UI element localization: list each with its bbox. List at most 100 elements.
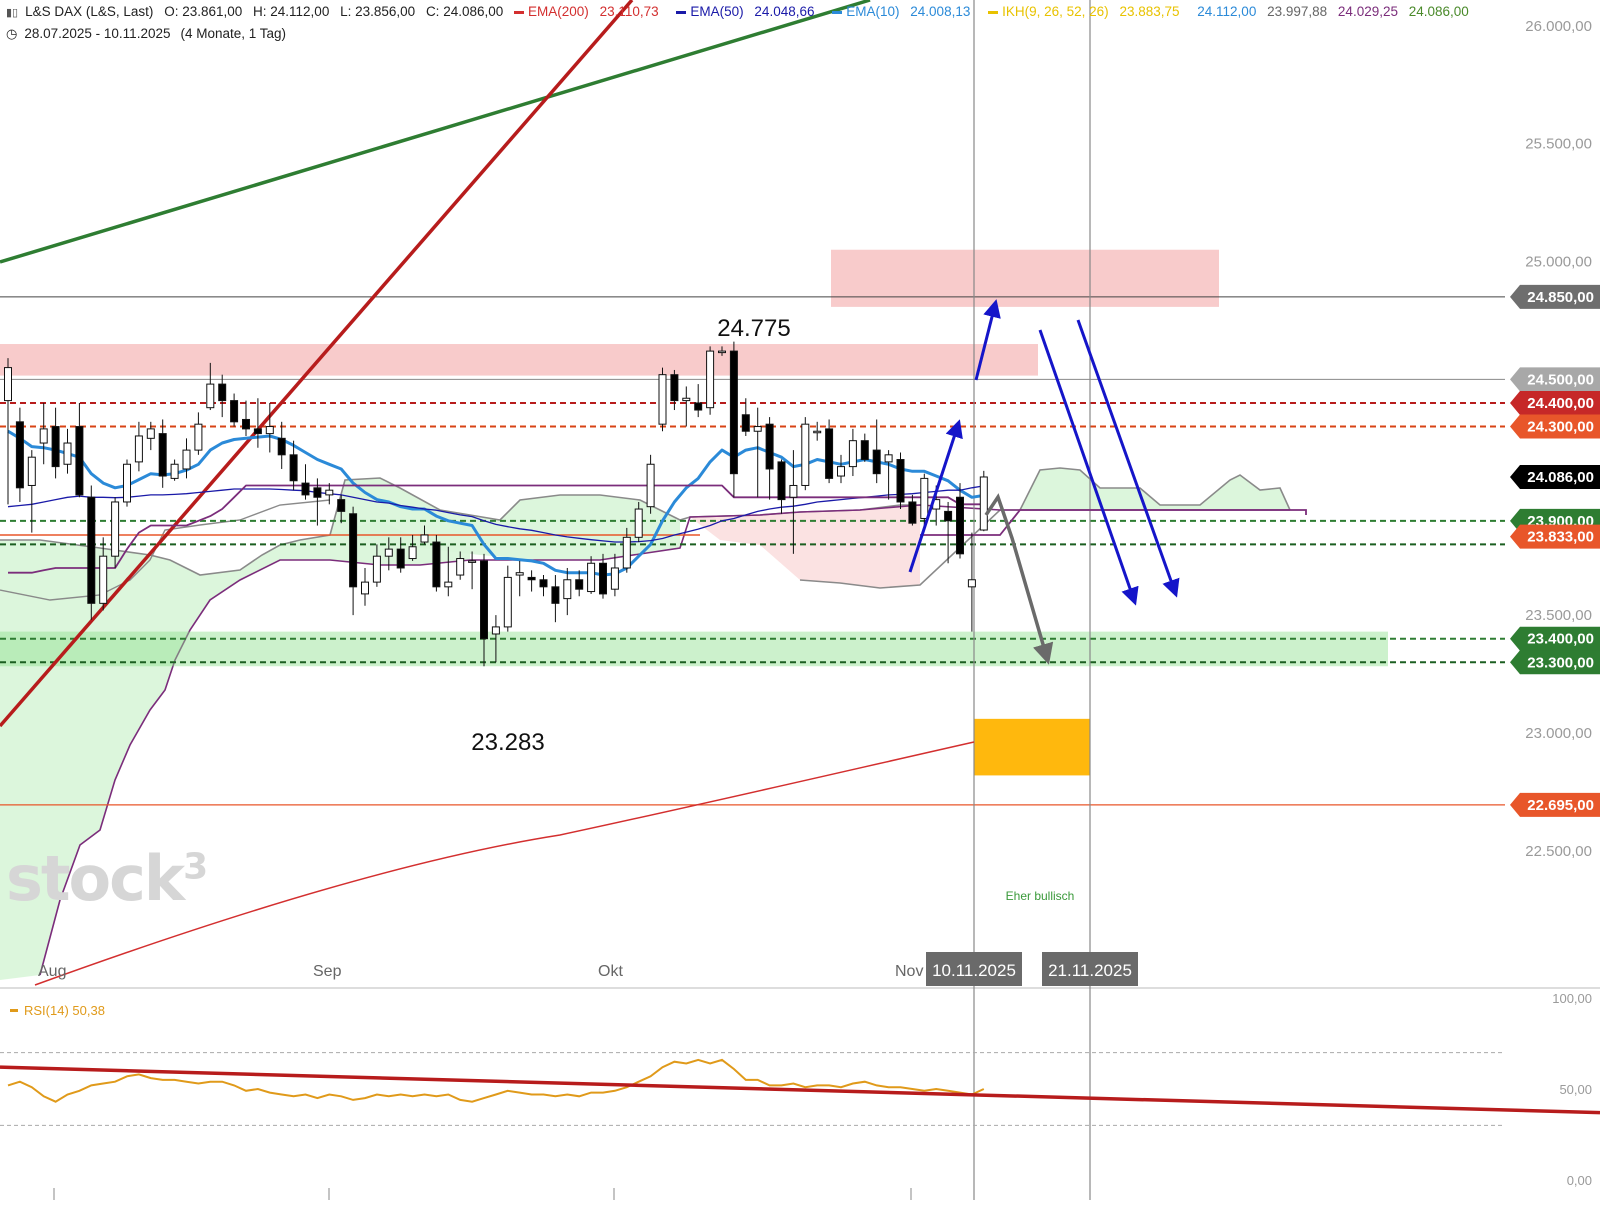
resistance-zone-2 bbox=[831, 249, 1219, 307]
candle-body bbox=[123, 463, 131, 503]
price-tag-bg bbox=[1510, 626, 1600, 651]
ikh-value-tenkan: 24.112,00 bbox=[1197, 4, 1257, 19]
candle-body bbox=[658, 374, 667, 425]
y-tick-label: 23.000,00 bbox=[1525, 725, 1592, 742]
candle-body bbox=[920, 477, 929, 519]
date-marker-label: 21.11.2025 bbox=[1048, 961, 1132, 980]
candle-body bbox=[372, 555, 381, 583]
candle-body bbox=[515, 572, 524, 576]
price-tag: 24.500,00 bbox=[1510, 367, 1600, 392]
y-tick-label: 22.500,00 bbox=[1525, 843, 1592, 860]
candle-body bbox=[230, 400, 239, 423]
rsi-tick-label: 50,00 bbox=[1559, 1082, 1592, 1097]
legend-ema200[interactable]: EMA(200) 23.110,73 bbox=[514, 4, 666, 19]
annotation-label: 24.775 bbox=[717, 315, 790, 342]
candle-body bbox=[801, 423, 810, 486]
candle-body bbox=[253, 428, 262, 435]
price-tag: 24.400,00 bbox=[1510, 390, 1600, 415]
rsi-trendline bbox=[0, 1065, 1600, 1115]
ichimoku-cloud-bullish bbox=[0, 520, 470, 980]
candle-body bbox=[99, 555, 108, 604]
candle-body bbox=[420, 534, 429, 543]
price-tag-text: 23.833,00 bbox=[1527, 529, 1594, 546]
rsi-tick-label: 0,00 bbox=[1567, 1173, 1592, 1188]
candle-body bbox=[789, 484, 798, 498]
candle-body bbox=[456, 558, 465, 576]
candle-body bbox=[15, 421, 24, 489]
candle-body bbox=[444, 581, 453, 588]
y-tick-label: 26.000,00 bbox=[1525, 18, 1592, 35]
date-marker-bg bbox=[926, 952, 1022, 986]
price-tag-text: 24.300,00 bbox=[1527, 419, 1594, 436]
candle-body bbox=[741, 414, 750, 432]
ikh-value-senkou: 24.029,25 bbox=[1337, 4, 1398, 19]
trendline-green bbox=[0, 0, 871, 264]
candle-body bbox=[706, 350, 715, 409]
legend-ema10[interactable]: EMA(10) 24.008,13 bbox=[832, 4, 977, 19]
date-range: 28.07.2025 - 10.11.2025 bbox=[24, 26, 171, 41]
stock3-watermark-logo: stock3 bbox=[6, 842, 208, 915]
candle-body bbox=[408, 546, 417, 560]
candle-body bbox=[563, 579, 572, 600]
arrow-down-1 bbox=[1038, 329, 1139, 606]
candle-body bbox=[503, 576, 512, 628]
ema200-line bbox=[34, 741, 975, 986]
chart-header-line-1: ▮▯ L&S DAX (L&S, Last) O: 23.861,00 H: 24… bbox=[6, 4, 1476, 19]
candle-body bbox=[265, 426, 274, 435]
candle-body bbox=[670, 374, 679, 402]
candle-body bbox=[384, 548, 393, 557]
candle-body bbox=[908, 501, 917, 524]
candlestick-icon: ▮▯ bbox=[6, 7, 19, 19]
candle-body bbox=[551, 586, 560, 604]
rsi-tick-label: 100,00 bbox=[1552, 991, 1592, 1006]
candle-body bbox=[896, 459, 905, 503]
price-tag-text: 23.300,00 bbox=[1527, 654, 1594, 671]
date-marker-bg bbox=[1042, 952, 1138, 986]
candle-body bbox=[468, 560, 477, 563]
trendline-red bbox=[0, 0, 634, 728]
candle-body bbox=[75, 426, 84, 496]
price-tag-bg bbox=[1510, 650, 1600, 675]
price-tag-bg bbox=[1510, 414, 1600, 439]
candle-body bbox=[848, 440, 857, 468]
y-tick-label: 23.500,00 bbox=[1525, 607, 1592, 624]
candle-body bbox=[956, 496, 964, 555]
candle-body bbox=[813, 430, 822, 434]
candle-body bbox=[87, 496, 96, 604]
price-tag-text: 22.695,00 bbox=[1527, 797, 1594, 814]
ichimoku-cloud-bearish bbox=[690, 505, 920, 588]
legend-ikh[interactable]: IKH(9, 26, 52, 26) 23.883,75 bbox=[988, 4, 1186, 19]
candle-body bbox=[777, 461, 786, 501]
rsi-legend-swatch bbox=[10, 1009, 18, 1012]
price-tag-text: 24.850,00 bbox=[1527, 289, 1594, 306]
instrument-name: L&S DAX (L&S, Last) bbox=[25, 4, 154, 19]
candle-body bbox=[682, 397, 691, 402]
rsi-line bbox=[7, 1058, 985, 1103]
candle-body bbox=[361, 581, 369, 595]
legend-ema50[interactable]: EMA(50) 24.048,66 bbox=[676, 4, 821, 19]
annotation-label: Eher bullisch bbox=[1006, 889, 1075, 903]
candle-body bbox=[753, 426, 762, 432]
x-tick-label: Sep bbox=[313, 963, 342, 980]
candle-body bbox=[599, 562, 607, 595]
ikh-value-kijun: 23.997,88 bbox=[1267, 4, 1328, 19]
candle-body bbox=[527, 576, 536, 581]
candle-body bbox=[491, 626, 500, 635]
support-zone bbox=[0, 631, 1388, 667]
y-tick-label: 25.500,00 bbox=[1525, 136, 1592, 153]
price-tag-text: 24.500,00 bbox=[1527, 371, 1594, 388]
arrow-up-2 bbox=[974, 299, 1001, 381]
candle-body bbox=[218, 383, 227, 402]
price-tag-bg bbox=[1510, 367, 1600, 392]
price-tag: 23.833,00 bbox=[1510, 524, 1600, 549]
price-tag-text: 23.400,00 bbox=[1527, 631, 1594, 648]
chart-header-line-2: ◷ 28.07.2025 - 10.11.2025 (4 Monate, 1 Tag… bbox=[6, 26, 293, 42]
candle-body bbox=[718, 350, 726, 354]
ichimoku-cloud-future bbox=[1020, 468, 1290, 510]
arrow-grey-down bbox=[984, 493, 1054, 665]
candle-body bbox=[349, 513, 358, 588]
ohlc-low: L: 23.856,00 bbox=[340, 4, 416, 19]
candle-body bbox=[979, 476, 988, 531]
